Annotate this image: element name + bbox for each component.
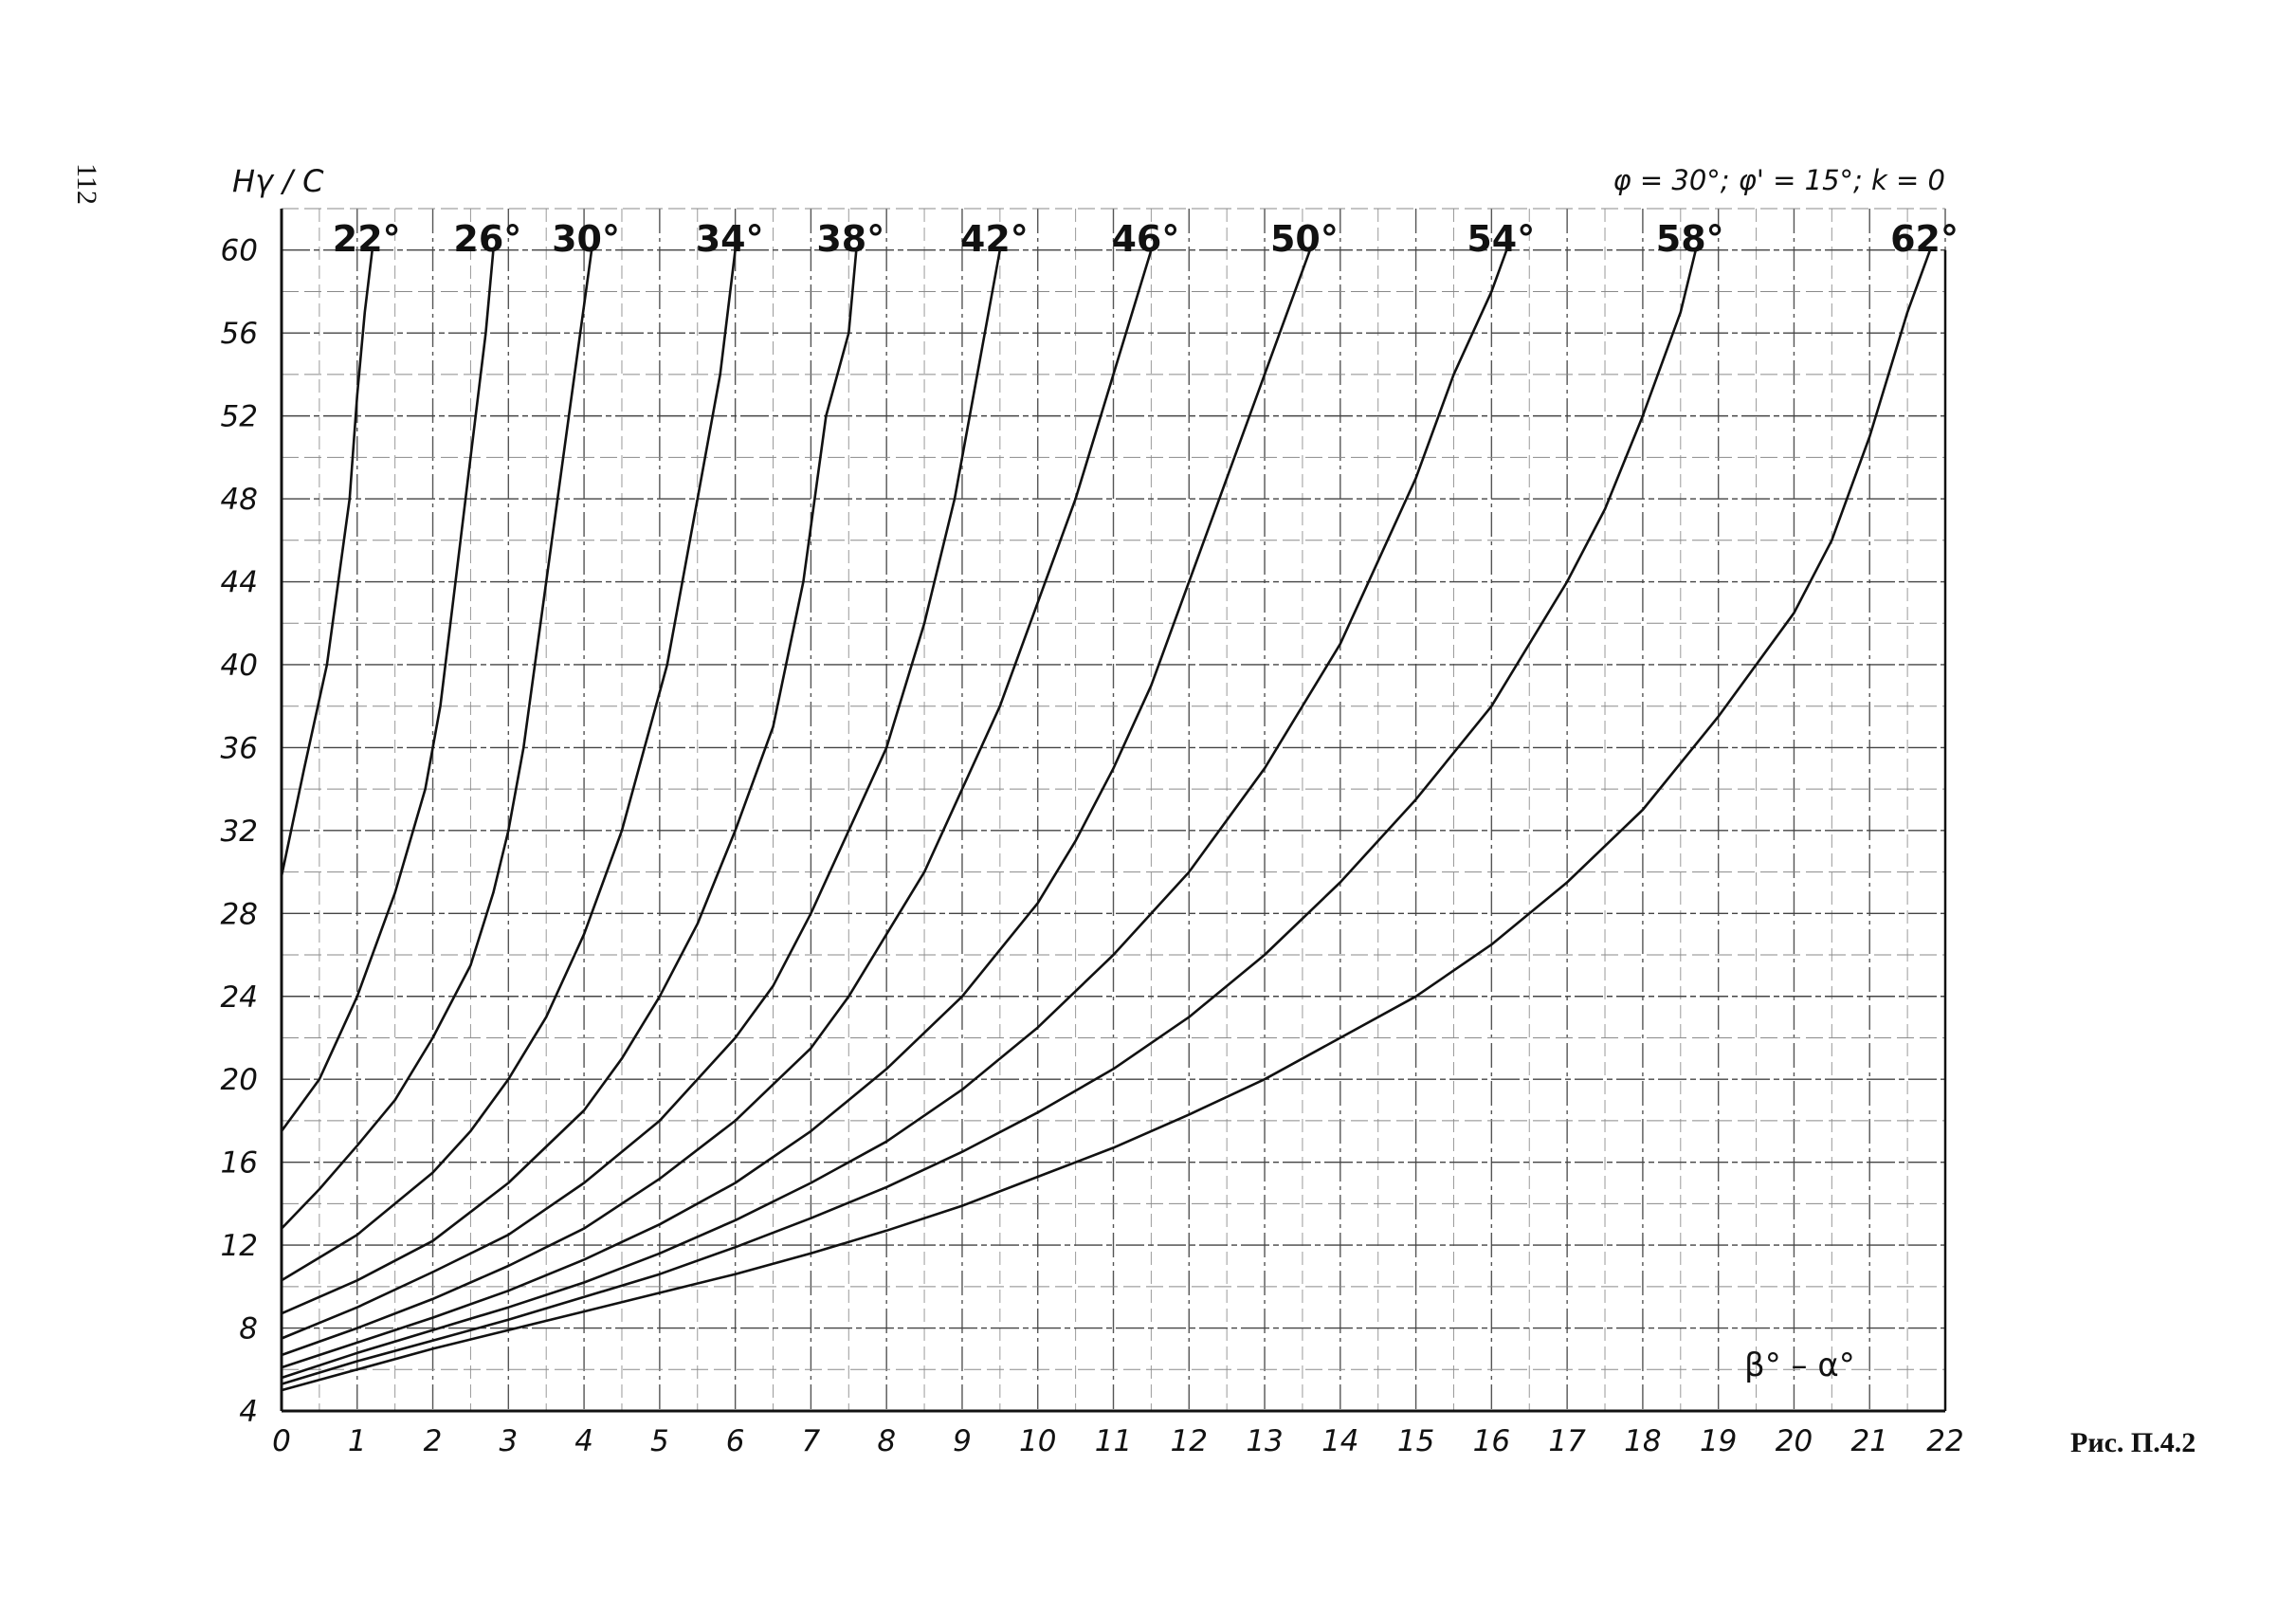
x-tick-label: 4 xyxy=(574,1424,593,1458)
series-label: 50° xyxy=(1270,218,1339,260)
series-curve xyxy=(280,249,495,1132)
series-label: 34° xyxy=(696,218,764,260)
series-label: 22° xyxy=(333,218,401,260)
x-tick-label: 7 xyxy=(802,1424,821,1458)
x-tick-label: 16 xyxy=(1473,1424,1510,1458)
x-tick-label: 9 xyxy=(953,1424,972,1458)
x-axis-label: β° – α° xyxy=(1744,1346,1855,1384)
x-tick-label: 11 xyxy=(1095,1424,1132,1458)
x-tick-label: 2 xyxy=(424,1424,443,1458)
y-tick-label: 44 xyxy=(221,566,258,600)
x-tick-label: 0 xyxy=(272,1424,291,1458)
y-tick-label: 24 xyxy=(221,980,258,1015)
series-curve xyxy=(280,249,374,877)
y-tick-label: 4 xyxy=(239,1395,258,1429)
y-tick-label: 28 xyxy=(221,897,258,931)
series-label: 62° xyxy=(1890,218,1959,260)
series-label: 58° xyxy=(1656,218,1724,260)
series-curve xyxy=(281,249,1932,1392)
series-label: 30° xyxy=(552,218,620,260)
x-tick-label: 17 xyxy=(1548,1424,1586,1458)
series-curve xyxy=(281,249,737,1282)
x-tick-label: 13 xyxy=(1246,1424,1283,1458)
series-label: 42° xyxy=(960,218,1029,260)
y-tick-label: 16 xyxy=(221,1146,258,1181)
y-axis-label: Hγ / C xyxy=(232,163,324,199)
series-label: 54° xyxy=(1467,218,1535,260)
series-curve xyxy=(281,249,1508,1380)
y-tick-label: 20 xyxy=(221,1063,258,1097)
y-tick-label: 40 xyxy=(221,649,258,683)
series-label: 38° xyxy=(816,218,884,260)
x-tick-label: 14 xyxy=(1321,1424,1358,1458)
x-tick-label: 22 xyxy=(1926,1424,1963,1458)
y-tick-label: 36 xyxy=(221,731,258,765)
x-tick-label: 15 xyxy=(1397,1424,1434,1458)
x-tick-label: 1 xyxy=(348,1424,367,1458)
x-tick-label: 21 xyxy=(1851,1424,1888,1458)
series-curve xyxy=(281,249,858,1315)
figure-caption: Рис. П.4.2 xyxy=(2070,1427,2196,1458)
x-tick-label: 12 xyxy=(1171,1424,1208,1458)
x-tick-label: 6 xyxy=(726,1424,745,1458)
series-curve xyxy=(281,249,1312,1369)
series-label: 26° xyxy=(453,218,521,260)
y-tick-label: 48 xyxy=(221,483,258,517)
series-curve xyxy=(281,249,1698,1385)
y-tick-label: 12 xyxy=(221,1229,258,1263)
x-tick-label: 20 xyxy=(1776,1424,1813,1458)
y-tick-label: 52 xyxy=(221,400,258,434)
y-tick-label: 8 xyxy=(239,1312,258,1346)
x-tick-label: 10 xyxy=(1019,1424,1056,1458)
y-tick-label: 32 xyxy=(221,815,258,849)
y-tick-label: 60 xyxy=(221,234,258,268)
x-tick-label: 3 xyxy=(499,1424,518,1458)
y-tick-label: 56 xyxy=(221,317,258,351)
x-tick-label: 8 xyxy=(877,1424,896,1458)
series-curve xyxy=(281,249,593,1230)
parameters-note: φ = 30°; φ' = 15°; k = 0 xyxy=(1613,164,1945,196)
series-label: 46° xyxy=(1111,218,1179,260)
x-tick-label: 5 xyxy=(650,1424,669,1458)
series-curve xyxy=(281,249,1002,1340)
series-curve xyxy=(281,249,1153,1357)
x-tick-label: 19 xyxy=(1700,1424,1737,1458)
x-tick-label: 18 xyxy=(1624,1424,1661,1458)
